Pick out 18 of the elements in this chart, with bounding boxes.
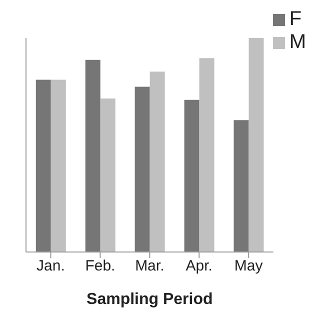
x-tick-label: Mar. [135,258,164,275]
bar [150,72,165,252]
bar [199,58,214,252]
bar [85,60,100,252]
bar [234,120,249,252]
bar [50,80,66,252]
x-tick-label: Jan. [36,258,65,275]
x-tick-label: Feb. [85,258,116,275]
bar [36,80,51,252]
bar [248,38,264,252]
bar [134,86,150,252]
bar [100,98,116,252]
legend-label: F [289,8,302,30]
legend-label: M [289,31,306,53]
x-tick-label: Apr. [186,258,212,275]
x-tick-label: May [234,258,264,275]
x-axis-title: Sampling Period [86,291,213,308]
bar [184,100,200,252]
